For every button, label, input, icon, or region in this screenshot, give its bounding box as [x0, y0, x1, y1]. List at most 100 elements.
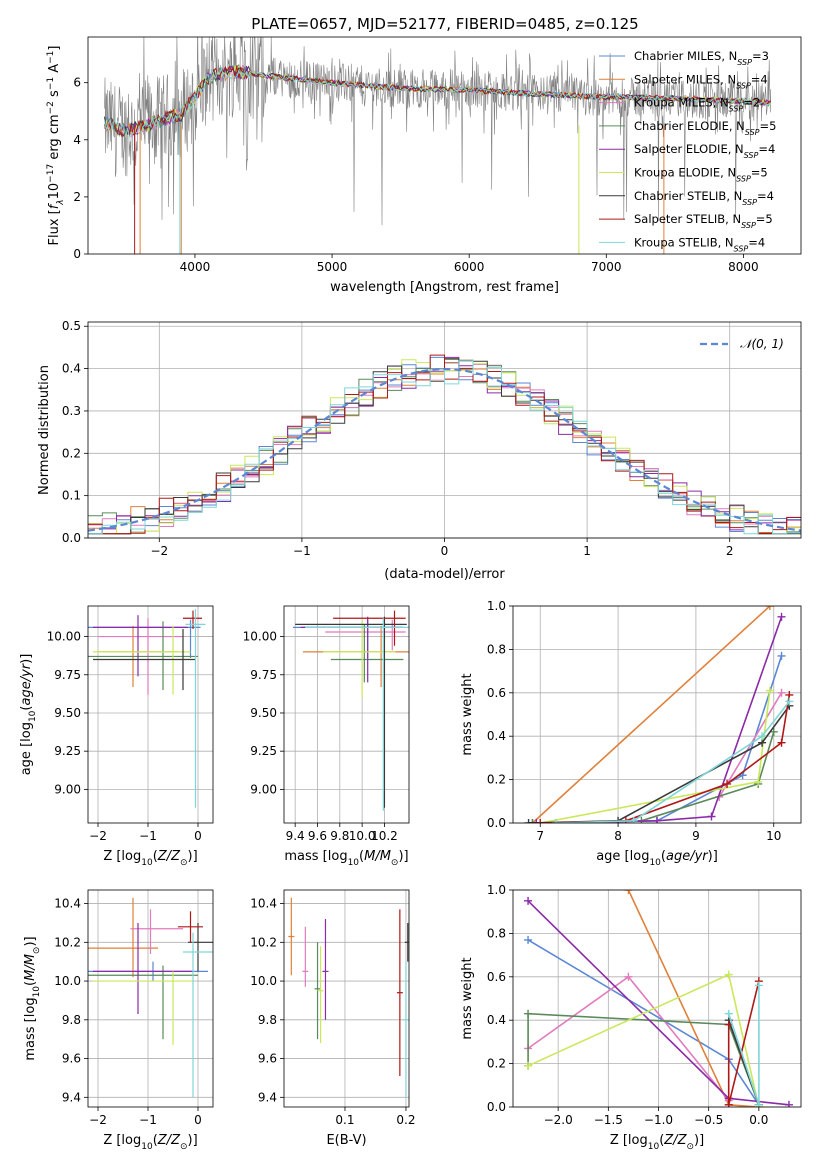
- weight-marker: [765, 606, 774, 610]
- y-tick-label: 10.0: [250, 974, 277, 988]
- spectrum-panel: 4000 5000 6000 7000 8000 0 2 4 6 wavelength [Angs…: [46, 36, 802, 295]
- y-tick-label: 0.8: [487, 642, 506, 656]
- y-tick-label: 0.2: [487, 773, 506, 787]
- y-tick-label: 9.25: [54, 744, 81, 758]
- x-tick-label: 2: [726, 544, 734, 558]
- errorbar-point: [295, 616, 407, 808]
- legend-entry: 𝒩(0, 1): [740, 337, 784, 351]
- weight-marker: [624, 972, 633, 981]
- errorbar-point: [404, 922, 409, 962]
- y-tick-label: 4: [73, 133, 81, 147]
- plot-area: [524, 890, 793, 1107]
- errorbar-point: [93, 971, 193, 1045]
- y-tick-label: 0.4: [487, 729, 506, 743]
- weight-marker: [785, 697, 794, 706]
- figure-title: PLATE=0657, MJD=52177, FIBERID=0485, z=0…: [251, 15, 638, 33]
- errorbar-point: [402, 961, 409, 1098]
- mass-vs-metallicity-panel: −2 −1 0 9.4 9.6 9.8 10.0 10.2 10.4 Z [log10(Z/Z⊙)…: [23, 889, 214, 1152]
- weight-marker: [754, 1100, 763, 1107]
- weight-marker: [524, 819, 533, 823]
- weight-marker: [653, 816, 661, 823]
- plot-area: [292, 610, 409, 811]
- y-tick-label: 10.0: [54, 974, 81, 988]
- weight-marker: [723, 779, 732, 788]
- model-spectrum: [104, 66, 771, 138]
- x-tick-label: −2: [89, 829, 107, 843]
- weight-marker: [624, 890, 633, 894]
- axes-frame: [87, 36, 802, 255]
- weight-marker: [777, 688, 786, 697]
- age-vs-mass-panel: 9.4 9.6 9.8 10.010.2 9.00 9.25 9.50 9.75 10.00 ma…: [243, 605, 410, 868]
- legend-entry: Salpeter STELIB, NSSP=5: [634, 212, 773, 230]
- y-axis-label: mass [log10(M/M⊙)]: [23, 936, 42, 1060]
- y-tick-label: 9.4: [62, 1090, 81, 1104]
- errorbar-point: [188, 922, 213, 972]
- y-tick-label: 0.6: [487, 970, 506, 984]
- axes-frame: [87, 605, 214, 824]
- errorbar-point: [93, 628, 196, 691]
- plot-area: [524, 606, 794, 823]
- weight-marker: [528, 819, 537, 823]
- x-tick-label: 9: [692, 829, 700, 843]
- legend-entry: Chabrier MILES, NSSP=3: [634, 49, 769, 67]
- weight-marker: [769, 727, 778, 736]
- x-tick-label: 0: [194, 829, 202, 843]
- x-tick-label: 0: [441, 544, 449, 558]
- x-tick-label: 10.0: [349, 829, 376, 843]
- y-tick-label: 0.1: [62, 489, 81, 503]
- errorbar-point: [322, 919, 329, 1020]
- weight-series: [531, 606, 771, 823]
- y-tick-label: 10.4: [54, 897, 81, 911]
- x-axis-label: Z [log10(Z/Z⊙)]: [103, 1133, 197, 1152]
- y-tick-label: 0.2: [62, 446, 81, 460]
- x-tick-label: 1: [583, 544, 591, 558]
- y-tick-label: 10.00: [47, 630, 81, 644]
- y-axis-label: mass weight: [460, 673, 475, 755]
- errorbar-point: [130, 909, 183, 954]
- errorbar-point: [88, 965, 198, 1040]
- x-axis-label: age [log10(age/yr)]: [596, 849, 718, 868]
- weight-marker: [524, 1061, 533, 1070]
- x-tick-label: 10.2: [371, 829, 398, 843]
- x-tick-label: 7000: [591, 260, 622, 274]
- errorbar-point: [93, 615, 188, 677]
- weight-marker: [629, 816, 638, 823]
- y-tick-label: 1.0: [487, 883, 506, 897]
- legend-entry: Kroupa MILES, NSSP=2: [634, 96, 760, 114]
- y-tick-label: 0.5: [62, 319, 81, 333]
- legend-entry: Chabrier STELIB, NSSP=4: [634, 189, 774, 207]
- plot-area: [104, 37, 772, 254]
- errorbar-point: [396, 909, 403, 1076]
- y-tick-label: 0.0: [487, 816, 506, 830]
- x-tick-label: 5000: [317, 260, 348, 274]
- y-tick-label: 1.0: [487, 599, 506, 613]
- y-tick-label: 9.50: [250, 706, 277, 720]
- y-tick-label: 2: [73, 190, 81, 204]
- plot-area: [88, 354, 801, 535]
- y-tick-label: 9.6: [258, 1052, 277, 1066]
- axes-frame: [512, 889, 802, 1108]
- y-tick-label: 9.8: [258, 1013, 277, 1027]
- y-axis-label: age [log10(age/yr)]: [19, 654, 38, 776]
- x-tick-label: −1.0: [644, 1113, 673, 1127]
- legend-entry: Chabrier ELODIE, NSSP=5: [634, 119, 776, 137]
- x-tick-label: −2: [89, 1113, 107, 1127]
- weight-marker: [777, 738, 786, 747]
- weight-marker: [724, 1100, 733, 1107]
- x-axis-label: (data-model)/error: [384, 567, 505, 582]
- y-tick-label: 0.8: [487, 926, 506, 940]
- axes-frame: [283, 889, 410, 1108]
- x-axis-label: E(B-V): [326, 1133, 366, 1148]
- y-tick-label: 9.6: [62, 1052, 81, 1066]
- errorbar-point: [88, 621, 198, 691]
- errorbar-point: [317, 946, 324, 1044]
- weight-marker: [536, 819, 545, 823]
- x-tick-label: 0.1: [335, 1113, 354, 1127]
- y-tick-label: 0.0: [487, 1100, 506, 1114]
- weight-vs-age-panel: 7 8 9 10 0.0 0.2 0.4 0.6 0.8 1.0 age [log10(age/yr…: [460, 599, 802, 868]
- x-tick-label: −2.0: [544, 1113, 573, 1127]
- axes-frame: [87, 321, 802, 539]
- errorbar-point: [333, 610, 406, 646]
- weight-marker: [707, 812, 716, 821]
- x-tick-label: −1: [293, 544, 311, 558]
